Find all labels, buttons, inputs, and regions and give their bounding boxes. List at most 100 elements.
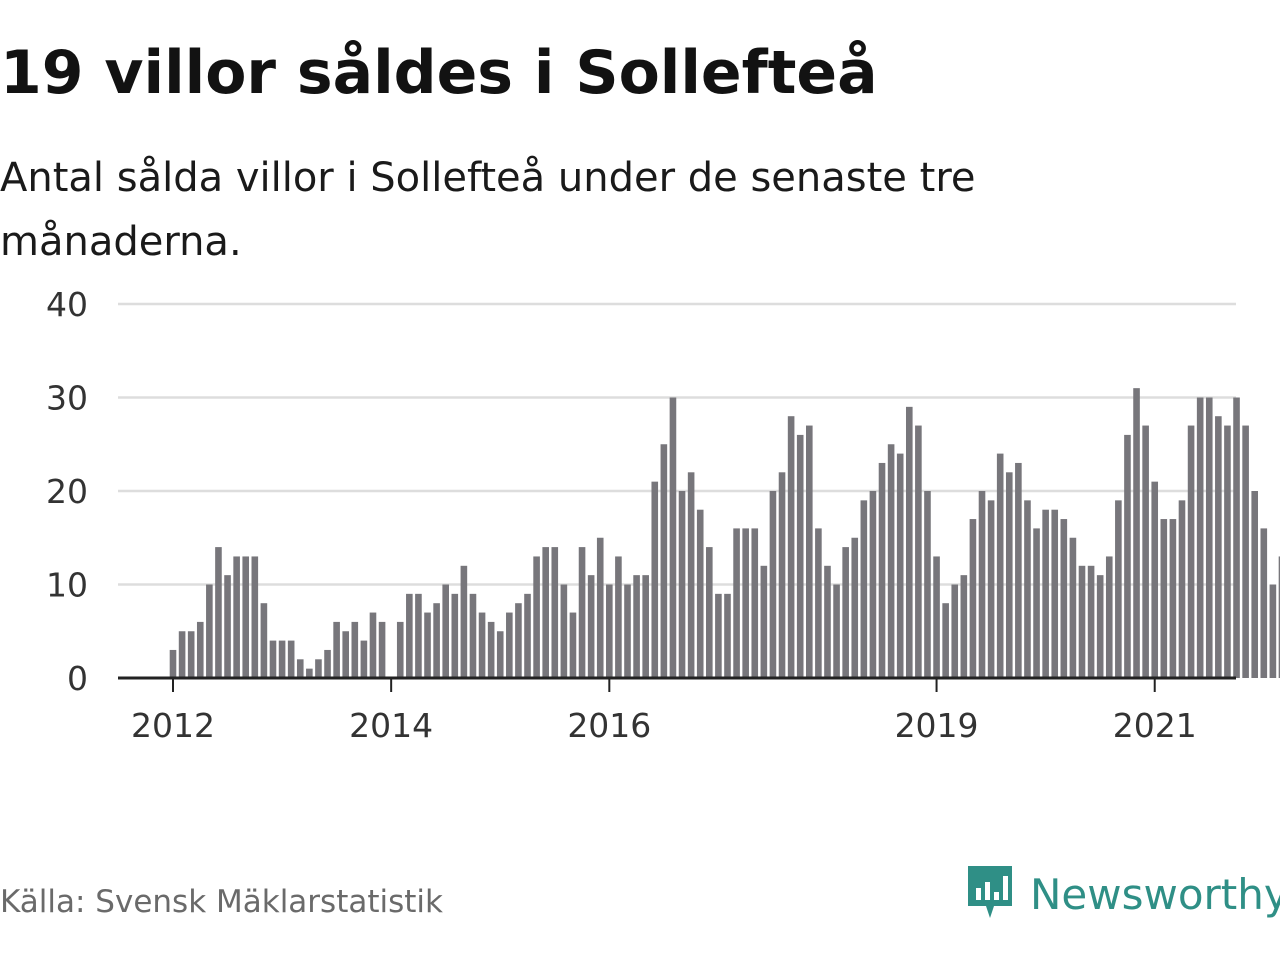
bar [415, 593, 422, 678]
bar [1051, 509, 1059, 678]
bar [851, 537, 859, 678]
bar [469, 593, 477, 678]
bar [833, 584, 840, 678]
source-note: Källa: Svensk Mäklarstatistik [0, 884, 443, 920]
bar [333, 621, 340, 678]
bar [669, 397, 677, 678]
bar [942, 603, 949, 678]
bar [1278, 556, 1280, 678]
bar [396, 621, 404, 678]
chart-subtitle: Antal sålda villor i Sollefteå under de … [0, 155, 976, 265]
bar [1105, 556, 1113, 678]
bar [1251, 491, 1259, 678]
bar [433, 603, 440, 678]
bar [706, 547, 713, 678]
bar [606, 584, 613, 678]
bar [233, 556, 240, 678]
y-tick-label: 10 [46, 566, 88, 605]
bar [824, 565, 831, 678]
bar [1005, 472, 1013, 678]
bar [896, 453, 904, 678]
bar [678, 491, 686, 678]
bar [169, 649, 177, 678]
bar [1024, 500, 1031, 678]
x-tick-label: 2019 [895, 706, 979, 745]
x-tick-label: 2021 [1113, 706, 1197, 745]
bar [1069, 537, 1077, 678]
bar [251, 556, 259, 678]
bar [533, 556, 540, 678]
bar [460, 565, 468, 678]
bar [378, 621, 386, 678]
bar [806, 425, 813, 678]
brand-logo[interactable]: Newsworthy [964, 862, 1280, 926]
bar [524, 593, 531, 678]
bar-chart: 0102030402012201420162019202120231919 [46, 285, 1280, 745]
bar [924, 491, 931, 678]
bar [724, 593, 731, 678]
bar [1124, 434, 1131, 678]
bar [987, 500, 995, 678]
bar [633, 575, 640, 678]
bar [324, 649, 331, 678]
bar [496, 631, 504, 678]
y-tick-label: 0 [67, 659, 88, 698]
bar [1224, 425, 1231, 678]
bar [1115, 500, 1122, 678]
bar [287, 640, 295, 678]
bar [1133, 388, 1140, 678]
bar [315, 659, 322, 678]
bar [569, 612, 577, 678]
bar [269, 640, 277, 678]
bar [1060, 519, 1068, 678]
y-tick-label: 20 [46, 472, 88, 511]
bar [351, 621, 359, 678]
bar [224, 575, 231, 678]
bar [996, 453, 1004, 678]
bar [1042, 509, 1049, 678]
bar [578, 547, 586, 678]
bar [506, 612, 513, 678]
bar [542, 547, 549, 678]
bar [915, 425, 922, 678]
bar [660, 444, 668, 678]
bar [687, 472, 695, 678]
bar [278, 640, 286, 678]
bar [1178, 500, 1186, 678]
bar [487, 621, 495, 678]
y-tick-label: 40 [46, 285, 88, 324]
bar [587, 575, 595, 678]
chart-title: 19 villor såldes i Sollefteå [0, 38, 878, 108]
bar [1169, 519, 1177, 678]
bar [178, 631, 186, 678]
bar [242, 556, 250, 678]
bar [860, 500, 868, 678]
bar [260, 603, 268, 678]
bar [215, 547, 222, 678]
bar [1233, 397, 1240, 678]
bar [769, 491, 777, 678]
x-tick-label: 2014 [349, 706, 433, 745]
bar [1087, 565, 1095, 678]
bar [933, 556, 940, 678]
bar [560, 584, 568, 678]
bar [733, 528, 740, 678]
bar [515, 603, 522, 678]
bar [642, 575, 649, 678]
bar [360, 640, 368, 678]
bar [969, 519, 977, 678]
brand-name: Newsworthy [1030, 869, 1280, 919]
bar [1015, 462, 1022, 678]
bar [796, 434, 804, 678]
bar [1269, 584, 1277, 678]
bar [760, 565, 768, 678]
bar [442, 584, 449, 678]
bar [651, 481, 659, 678]
bar [206, 584, 213, 678]
bar [887, 444, 895, 678]
bar [1187, 425, 1195, 678]
bar [1242, 425, 1249, 678]
bar [1078, 565, 1086, 678]
bar [1196, 397, 1204, 678]
bar [869, 491, 877, 678]
